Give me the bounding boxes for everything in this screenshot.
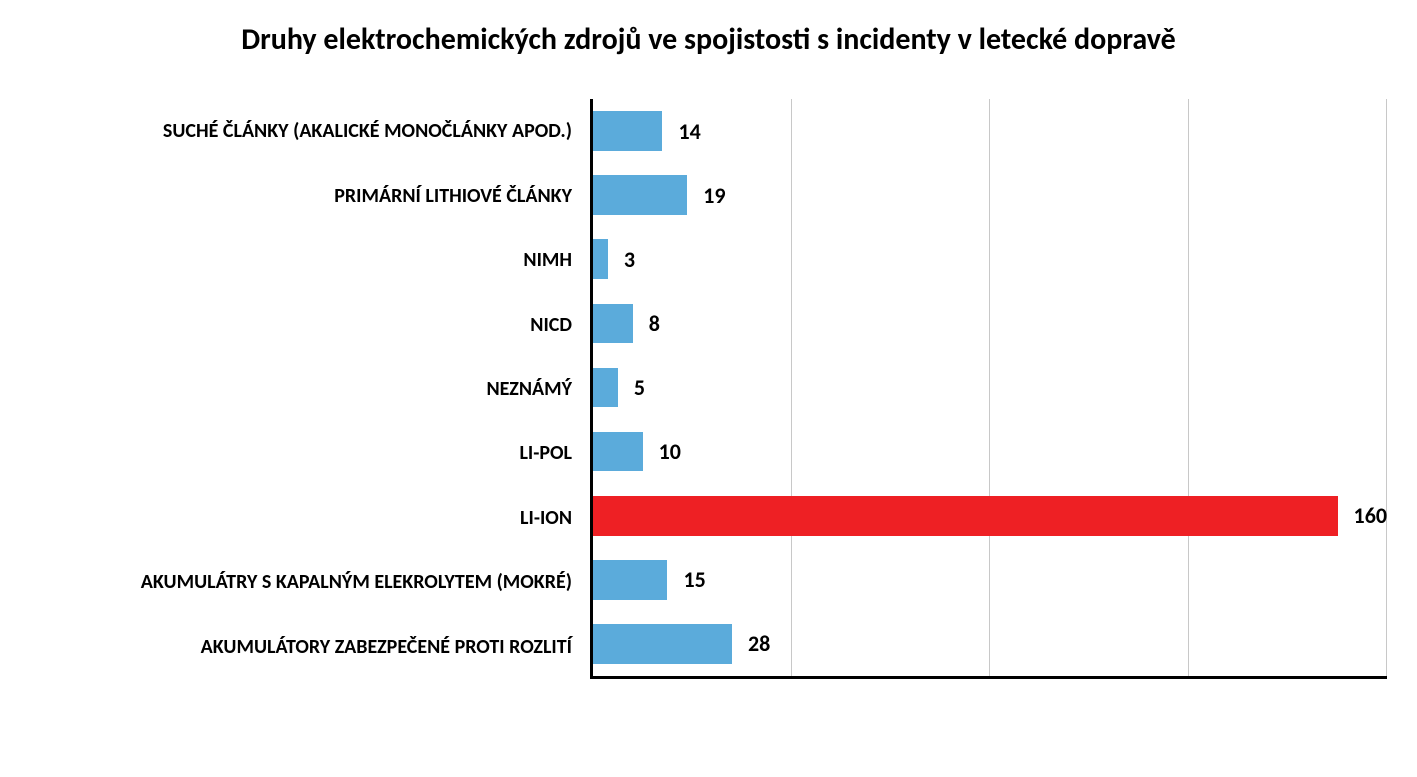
- bar-row: 160: [593, 484, 1387, 548]
- bar-value: 5: [634, 374, 645, 401]
- bar: [593, 496, 1338, 536]
- category-label: AKUMULÁTORY ZABEZPEČENÉ PROTI ROZLITÍ: [30, 615, 580, 679]
- bar-value: 15: [683, 566, 705, 593]
- bar: [593, 624, 732, 664]
- bar-value: 8: [649, 310, 660, 337]
- bar-row: 5: [593, 355, 1387, 419]
- bars-container: 14 19 3 8 5 10 160 15 28: [593, 99, 1387, 676]
- category-label: AKUMULÁTRY S KAPALNÝM ELEKROLYTEM (MOKRÉ…: [30, 550, 580, 614]
- category-label: SUCHÉ ČLÁNKY (AKALICKÉ MONOČLÁNKY APOD.): [30, 99, 580, 163]
- chart-title: Druhy elektrochemických zdrojů ve spojis…: [30, 20, 1387, 59]
- bar-value: 10: [659, 438, 681, 465]
- bar-value: 3: [624, 246, 635, 273]
- y-axis-labels: SUCHÉ ČLÁNKY (AKALICKÉ MONOČLÁNKY APOD.)…: [30, 99, 590, 679]
- bar: [593, 111, 662, 151]
- bar-value: 28: [748, 630, 770, 657]
- bar-row: 15: [593, 548, 1387, 612]
- bar: [593, 432, 643, 472]
- bar-value: 19: [703, 182, 725, 209]
- category-label: NEZNÁMÝ: [30, 357, 580, 421]
- bar-value: 14: [678, 118, 700, 145]
- category-label: PRIMÁRNÍ LITHIOVÉ ČLÁNKY: [30, 163, 580, 227]
- bar: [593, 560, 667, 600]
- bar: [593, 239, 608, 279]
- category-label: LI-ION: [30, 486, 580, 550]
- bar: [593, 368, 618, 408]
- plot-area: 14 19 3 8 5 10 160 15 28: [590, 99, 1387, 679]
- bar-row: 19: [593, 163, 1387, 227]
- bar-row: 14: [593, 99, 1387, 163]
- bar-value: 160: [1354, 502, 1387, 529]
- bar: [593, 175, 687, 215]
- bar-row: 10: [593, 420, 1387, 484]
- category-label: NIMH: [30, 228, 580, 292]
- category-label: LI-POL: [30, 421, 580, 485]
- category-label: NICD: [30, 292, 580, 356]
- bar-row: 8: [593, 291, 1387, 355]
- bar-row: 28: [593, 612, 1387, 676]
- chart-area: SUCHÉ ČLÁNKY (AKALICKÉ MONOČLÁNKY APOD.)…: [30, 99, 1387, 679]
- bar: [593, 304, 633, 344]
- bar-row: 3: [593, 227, 1387, 291]
